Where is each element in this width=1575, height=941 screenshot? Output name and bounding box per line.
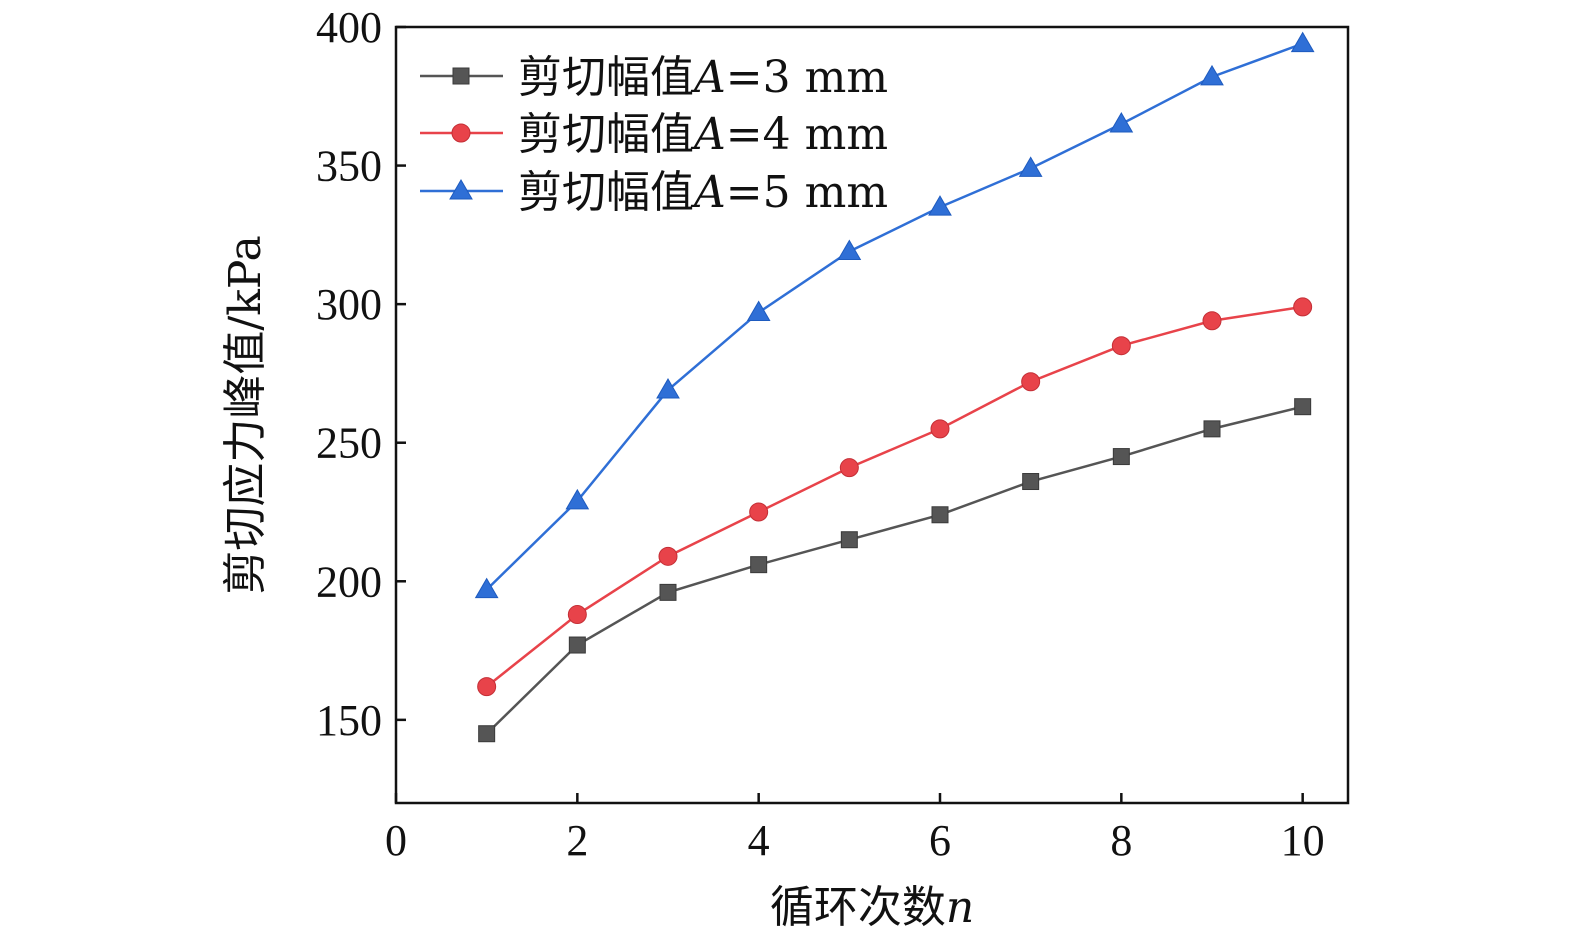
data-point [1200,64,1224,86]
legend-swatch-marker [449,179,473,200]
data-point [1203,420,1221,438]
legend-label: 剪切幅值A=5 mm [518,167,888,218]
data-point [1022,473,1040,491]
y-tick-label: 250 [316,419,382,468]
legend-item: 剪切幅值A=4 mm [420,109,888,160]
data-point [478,725,496,743]
series-line [485,305,1303,688]
x-axis-title: 循环次数n [770,882,974,933]
x-tick-label: 6 [929,816,951,865]
y-axis: 150 200 250 300 350 400 [316,3,406,745]
data-point [1202,311,1222,331]
y-tick-label: 350 [316,142,382,191]
series-line [485,405,1303,735]
data-point [1111,336,1131,356]
plot-frame [394,25,1350,805]
y-tick-label: 200 [316,557,382,606]
data-point [1293,297,1313,317]
x-axis: 0 2 4 6 8 10 [385,793,1325,865]
data-point [749,502,769,522]
data-point [658,546,678,566]
data-point [931,506,949,524]
data-point [1112,448,1130,466]
data-point [930,419,950,439]
data-point [568,636,586,654]
data-point [567,605,587,625]
data-point [1018,156,1043,177]
legend-swatch-marker [452,67,470,85]
x-tick-label: 4 [748,816,770,865]
series-3 [474,31,1315,599]
legend-swatch-marker [451,123,471,143]
data-point [477,677,497,697]
legend-item: 剪切幅值A=3 mm [420,52,888,103]
data-point [1109,112,1134,133]
data-point [928,195,952,216]
data-point [837,239,862,260]
series-2 [477,297,1313,697]
series-line [485,42,1304,591]
legend-label: 剪切幅值A=4 mm [518,109,888,160]
data-point [1021,372,1041,392]
y-tick-label: 400 [316,3,382,52]
data-point [839,458,859,478]
data-point [750,556,768,574]
x-tick-label: 0 [385,816,407,865]
data-point [840,531,858,549]
legend-item: 剪切幅值A=5 mm [420,167,888,218]
series-layer [474,31,1315,743]
y-tick-label: 300 [316,280,382,329]
data-point [474,577,499,599]
data-point [565,488,590,510]
x-tick-label: 10 [1281,816,1325,865]
legend-label: 剪切幅值A=3 mm [518,52,888,103]
series-1 [478,398,1312,743]
data-point [656,378,680,399]
legend: 剪切幅值A=3 mm 剪切幅值A=4 mm 剪切幅值A=5 mm [420,52,888,218]
data-point [746,300,771,321]
data-point [1290,31,1315,53]
y-axis-title: 剪切应力峰值/kPa [220,235,271,594]
x-tick-label: 8 [1110,816,1132,865]
y-tick-label: 150 [316,696,382,745]
data-point [659,583,677,601]
data-point [1294,398,1312,416]
x-tick-label: 2 [566,816,588,865]
